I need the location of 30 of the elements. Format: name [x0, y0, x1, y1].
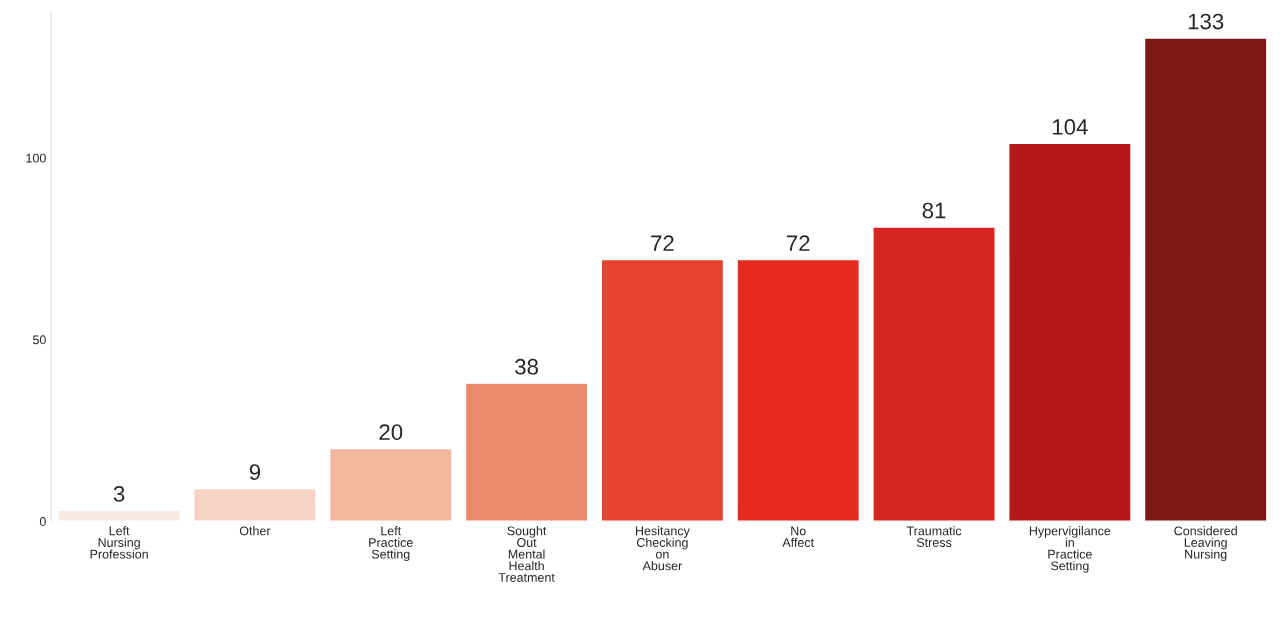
- x-tick-label: Hypervigilance in Practice Setting: [1029, 526, 1111, 573]
- bar: [600, 258, 725, 522]
- x-tick-label: Other: [239, 526, 271, 536]
- data-label: 9: [249, 464, 261, 480]
- x-tick-label: Considered Leaving Nursing: [1174, 526, 1237, 562]
- x-tick-label: Left Nursing Profession: [90, 526, 148, 559]
- y-tick-label: 0: [39, 517, 46, 526]
- data-label: 3: [113, 486, 125, 502]
- x-tick-label: Left Practice Setting: [369, 526, 413, 562]
- data-label: 38: [515, 358, 538, 375]
- x-tick-label: No Affect: [782, 526, 814, 547]
- y-tick-label: 50: [32, 335, 46, 345]
- x-tick-label: Hesitancy Checking on Abuser: [635, 526, 690, 571]
- data-label: 81: [922, 202, 946, 219]
- data-label: 104: [1053, 119, 1088, 135]
- bar: [736, 258, 861, 522]
- x-tick-label: Traumatic Stress: [906, 526, 962, 547]
- x-tick-label: Sought Out Mental Health Treatment: [498, 526, 555, 582]
- y-tick-label: 100: [26, 153, 46, 163]
- bar: [1008, 142, 1132, 522]
- bar: [464, 382, 589, 522]
- bar: [57, 509, 181, 522]
- data-label: 72: [787, 235, 810, 251]
- bar: [1143, 37, 1268, 522]
- data-label: 20: [379, 424, 403, 441]
- data-label: 133: [1188, 13, 1224, 30]
- data-label: 72: [651, 235, 674, 251]
- bar: [193, 487, 317, 522]
- bar: [872, 226, 996, 522]
- bar: [328, 447, 453, 522]
